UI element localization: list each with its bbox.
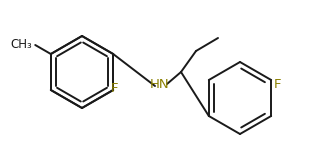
- Text: CH₃: CH₃: [11, 39, 32, 51]
- Text: F: F: [274, 78, 282, 90]
- Text: F: F: [110, 82, 118, 95]
- Text: HN: HN: [150, 78, 170, 91]
